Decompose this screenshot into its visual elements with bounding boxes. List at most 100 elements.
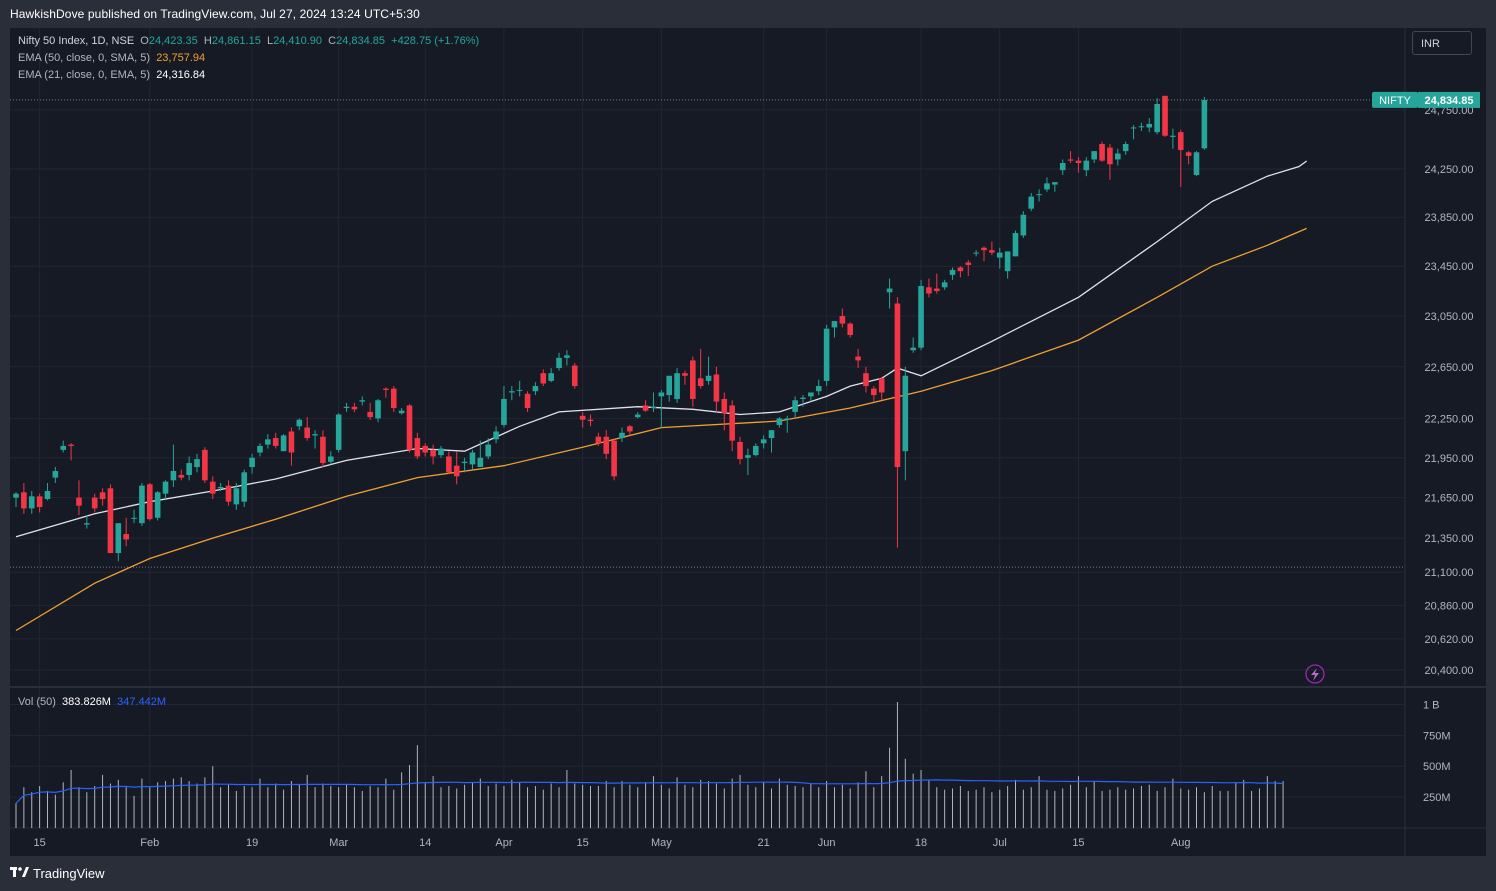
ema21-legend[interactable]: EMA (21, close, 0, EMA, 5) 24,316.84 (18, 69, 205, 81)
candle-body (627, 426, 633, 432)
candle-body (721, 398, 728, 414)
candle-body (13, 493, 19, 498)
tradingview-logo-icon (10, 867, 29, 877)
candle-body (186, 463, 192, 475)
volume-label: Vol (50) (18, 696, 56, 708)
symbol-label[interactable]: Nifty 50 Index, 1D, NSE (18, 35, 135, 47)
candle-body (745, 455, 751, 458)
candle-body (642, 405, 649, 411)
candle-body (343, 406, 350, 409)
candle-body (312, 434, 318, 436)
candle-body (383, 388, 389, 390)
candle-body (28, 496, 35, 509)
candle-body (1201, 99, 1208, 149)
candle-body (123, 534, 129, 540)
candle-body (1083, 160, 1090, 171)
time-axis-label: 15 (33, 837, 45, 849)
candle-body (209, 481, 216, 494)
candle-body (666, 375, 673, 396)
candle-body (1044, 183, 1050, 190)
candle-body (1004, 251, 1011, 272)
candle-body (1067, 159, 1074, 161)
candle-body (918, 286, 924, 348)
price-axis-label: 24,250.00 (1425, 164, 1474, 176)
candle-body (1091, 151, 1097, 160)
candle-body (863, 373, 869, 387)
candle-body (296, 419, 303, 427)
candle-body (359, 400, 366, 402)
volume-axis-label: 750M (1423, 730, 1451, 742)
candle-body (1170, 135, 1176, 137)
candle-body (375, 400, 381, 419)
candle-body (225, 485, 232, 502)
candle-body (556, 357, 562, 369)
price-axis-label: 23,850.00 (1425, 212, 1474, 224)
candle-body (202, 449, 208, 481)
currency-selector[interactable]: INR (1412, 31, 1472, 55)
candle-body (44, 490, 51, 499)
candle-body (1075, 160, 1082, 164)
chart-svg[interactable]: 24,750.0024,250.0023,850.0023,450.0023,0… (10, 28, 1486, 856)
change-value: +428.75 (+1.76%) (391, 35, 480, 47)
candle-body (139, 485, 145, 524)
candle-body (839, 316, 846, 324)
candle-body (674, 373, 680, 399)
candle-body (217, 486, 224, 489)
candle-body (99, 492, 106, 499)
candle-body (493, 431, 499, 440)
candle-body (871, 388, 877, 396)
candle-body (595, 436, 602, 444)
candle-body (335, 414, 342, 450)
candle-body (1115, 153, 1121, 160)
candle-body (524, 393, 531, 409)
time-axis-label: 15 (577, 837, 589, 849)
candle-body (367, 411, 373, 418)
candle-body (705, 375, 712, 381)
volume-legend[interactable]: Vol (50) 383.826M 347.442M (18, 696, 166, 708)
close-value: 24,834.85 (336, 35, 386, 47)
candle-body (469, 452, 476, 465)
candle-body (461, 461, 468, 464)
price-tag-symbol: NIFTY (1379, 95, 1411, 107)
candle-body (241, 472, 248, 502)
candle-body (752, 445, 759, 456)
candle-body (422, 445, 429, 453)
time-axis-label: Feb (140, 837, 159, 849)
candle-body (1099, 144, 1105, 161)
candle-body (249, 457, 255, 468)
candle-body (257, 445, 263, 453)
lightning-icon-ring (1305, 664, 1325, 684)
candle-body (272, 438, 279, 446)
candle-body (1162, 95, 1168, 136)
candle-body (957, 267, 964, 272)
candle-body (682, 373, 688, 376)
price-axis-label: 20,400.00 (1425, 665, 1474, 677)
candle-body (398, 410, 405, 414)
ema50-legend[interactable]: EMA (50, close, 0, SMA, 5) 23,757.94 (18, 52, 205, 64)
candle-body (768, 430, 775, 439)
candle-body (941, 282, 948, 288)
ema50-label: EMA (50, close, 0, SMA, 5) (18, 52, 151, 64)
candle-body (1020, 214, 1027, 236)
candle-body (611, 440, 617, 477)
candle-body (36, 496, 43, 508)
candle-body (516, 389, 523, 391)
close-label: C (328, 35, 337, 47)
candle-body (886, 288, 893, 293)
candle-body (60, 445, 67, 450)
candle-body (1193, 152, 1200, 175)
candle-body (579, 415, 586, 420)
candle-body (784, 418, 791, 420)
candle-body (808, 392, 814, 397)
candle-body (650, 406, 657, 409)
candle-body (989, 250, 995, 253)
candle-body (1059, 163, 1066, 171)
low-label: L (266, 35, 274, 47)
price-axis-label: 20,620.00 (1425, 634, 1474, 646)
candle-body (509, 391, 515, 393)
candle-body (390, 388, 397, 409)
candle-body (713, 374, 720, 402)
candle-body (438, 448, 444, 456)
chart-area[interactable]: 24,750.00 24,250.00 23,850.00 23,450.00 23,0… (10, 28, 1486, 856)
lightning-icon[interactable] (1311, 668, 1319, 681)
